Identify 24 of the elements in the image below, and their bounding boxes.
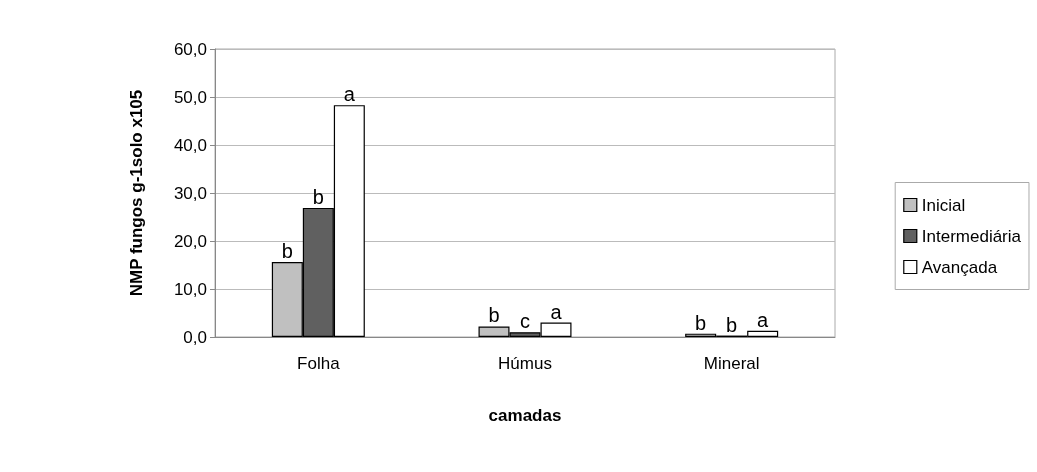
data-label: b: [312, 185, 324, 208]
y-tick-label: 20,0: [173, 231, 207, 251]
y-tick-label: 30,0: [173, 183, 207, 203]
data-label: b: [281, 240, 293, 263]
y-tick-label: 60,0: [173, 39, 207, 59]
y-tick-label: 0,0: [183, 327, 207, 347]
data-label: a: [550, 300, 563, 323]
data-label: a: [757, 308, 770, 331]
data-label: b: [695, 311, 707, 334]
y-axis-title: NMP fungos g-1solo x105: [127, 89, 146, 297]
data-label: b: [488, 304, 500, 327]
data-label: a: [343, 83, 356, 106]
data-label: b: [726, 313, 738, 336]
x-axis-title: camadas: [488, 406, 562, 425]
legend-label: Intermediária: [921, 226, 1022, 246]
legend-label: Inicial: [921, 195, 966, 215]
legend-label: Avançada: [921, 257, 998, 277]
y-tick-label: 50,0: [173, 87, 207, 107]
y-tick-label: 40,0: [173, 135, 207, 155]
x-tick-label: Húmus: [498, 354, 552, 373]
y-tick-label: 10,0: [173, 279, 207, 299]
data-label: c: [520, 310, 530, 333]
x-tick-label: Mineral: [703, 354, 760, 373]
x-tick-label: Folha: [297, 354, 341, 373]
